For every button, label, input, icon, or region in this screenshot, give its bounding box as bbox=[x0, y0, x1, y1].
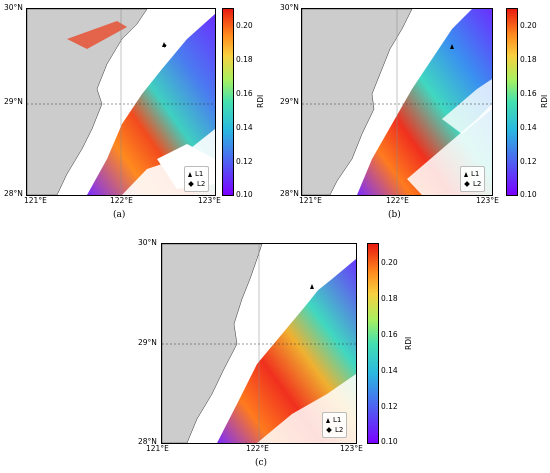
legend-item: L2 bbox=[326, 425, 343, 435]
legend-a: L1 L2 bbox=[184, 166, 210, 192]
map-c bbox=[161, 243, 357, 444]
legend-item: L1 bbox=[188, 169, 205, 179]
legend-label: L1 bbox=[471, 170, 480, 178]
colorbar-title: RDI bbox=[256, 94, 265, 108]
colorbar-tick: 0.14 bbox=[381, 366, 398, 375]
colorbar-tick: 0.14 bbox=[520, 123, 537, 132]
lon-tick: 121°E bbox=[299, 196, 322, 205]
colorbar-tick: 0.20 bbox=[381, 258, 398, 267]
colorbar-tick: 0.12 bbox=[381, 402, 398, 411]
colorbar-tick: 0.16 bbox=[520, 89, 537, 98]
colorbar-tick: 0.16 bbox=[381, 330, 398, 339]
triangle-icon bbox=[188, 171, 192, 177]
colorbar-tick: 0.20 bbox=[520, 21, 537, 30]
colorbar-title: RDI bbox=[540, 94, 549, 108]
legend-label: L2 bbox=[473, 180, 482, 188]
colorbar-tick: 0.16 bbox=[236, 89, 253, 98]
lon-tick: 123°E bbox=[340, 444, 363, 453]
legend-item: L2 bbox=[464, 179, 481, 189]
colorbar-tick: 0.10 bbox=[381, 437, 398, 446]
legend-b: L1 L2 bbox=[460, 166, 486, 192]
map-b bbox=[301, 8, 493, 196]
lon-tick: 123°E bbox=[476, 196, 499, 205]
colorbar-a bbox=[222, 8, 234, 196]
colorbar-tick: 0.10 bbox=[236, 190, 253, 199]
lat-tick: 29°N bbox=[138, 338, 157, 347]
lon-tick: 122°E bbox=[110, 196, 133, 205]
triangle-icon bbox=[464, 171, 468, 177]
legend-label: L1 bbox=[195, 170, 204, 178]
legend-item: L1 bbox=[326, 415, 343, 425]
lon-tick: 122°E bbox=[386, 196, 409, 205]
lon-tick: 122°E bbox=[246, 444, 269, 453]
colorbar-tick: 0.20 bbox=[236, 21, 253, 30]
diamond-icon bbox=[326, 427, 332, 433]
colorbar-tick: 0.18 bbox=[236, 55, 253, 64]
rdi-map-b bbox=[302, 9, 492, 195]
lon-tick: 121°E bbox=[146, 444, 169, 453]
legend-item: L1 bbox=[464, 169, 481, 179]
panel-caption: (c) bbox=[255, 458, 268, 468]
legend-item: L2 bbox=[188, 179, 205, 189]
legend-label: L2 bbox=[335, 426, 344, 434]
legend-label: L1 bbox=[333, 416, 342, 424]
legend-label: L2 bbox=[197, 180, 206, 188]
colorbar-tick: 0.10 bbox=[520, 190, 537, 199]
triangle-icon bbox=[326, 417, 330, 423]
colorbar-tick: 0.12 bbox=[520, 157, 537, 166]
colorbar-c bbox=[367, 243, 379, 444]
lon-tick: 123°E bbox=[198, 196, 221, 205]
legend-c: L1 L2 bbox=[322, 412, 348, 438]
panel-caption: (a) bbox=[113, 210, 126, 220]
lat-tick: 30°N bbox=[138, 238, 157, 247]
lat-tick: 30°N bbox=[280, 3, 299, 12]
diamond-icon bbox=[464, 181, 470, 187]
lat-tick: 29°N bbox=[4, 97, 23, 106]
lat-tick: 28°N bbox=[4, 189, 23, 198]
panel-caption: (b) bbox=[388, 210, 401, 220]
lat-tick: 30°N bbox=[4, 3, 23, 12]
colorbar-tick: 0.12 bbox=[236, 157, 253, 166]
colorbar-tick: 0.18 bbox=[520, 55, 537, 64]
colorbar-title: RDI bbox=[404, 336, 413, 350]
lon-tick: 121°E bbox=[24, 196, 47, 205]
colorbar-b bbox=[506, 8, 518, 196]
colorbar-tick: 0.18 bbox=[381, 294, 398, 303]
diamond-icon bbox=[188, 181, 194, 187]
colorbar-tick: 0.14 bbox=[236, 123, 253, 132]
lat-tick: 28°N bbox=[280, 189, 299, 198]
lat-tick: 28°N bbox=[138, 437, 157, 446]
lat-tick: 29°N bbox=[280, 97, 299, 106]
